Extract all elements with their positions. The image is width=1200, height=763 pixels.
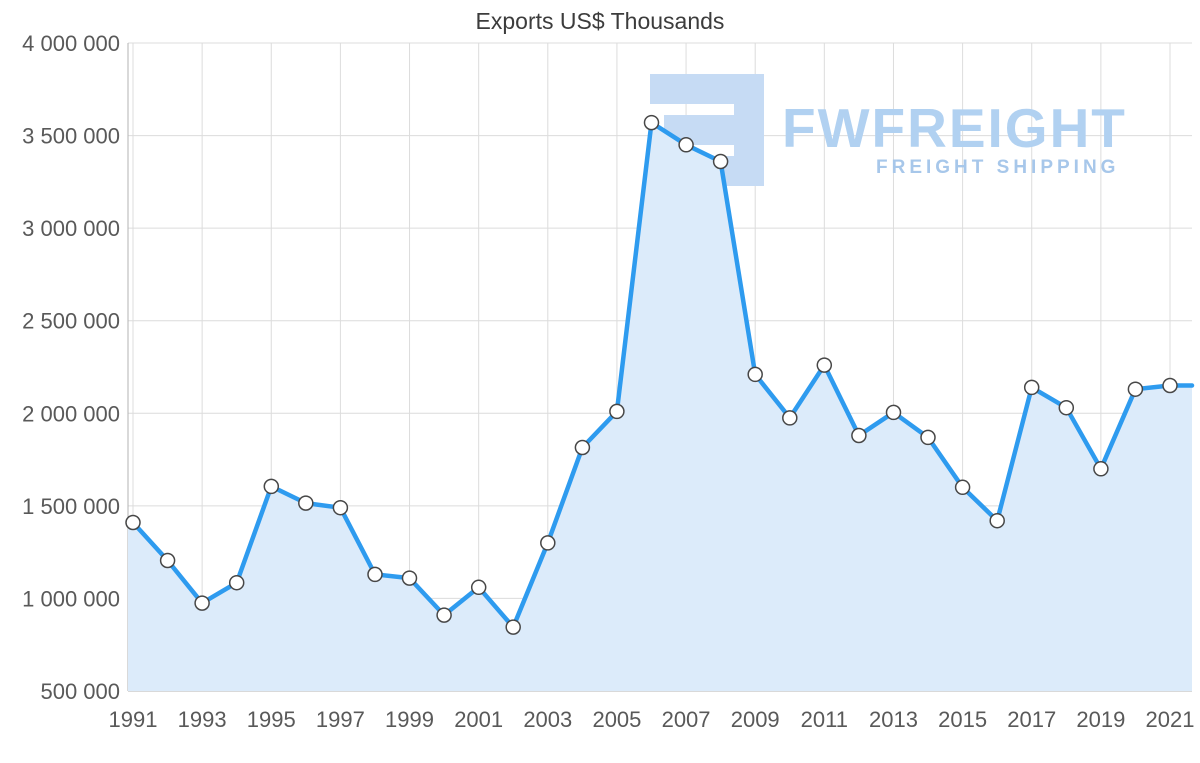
data-point-marker bbox=[228, 574, 245, 591]
y-tick-label: 3 000 000 bbox=[22, 216, 120, 241]
data-point-marker bbox=[298, 495, 314, 511]
data-point-marker bbox=[1058, 399, 1075, 416]
x-tick-label: 2015 bbox=[938, 707, 987, 732]
data-point-marker bbox=[436, 607, 452, 623]
x-tick-label: 1997 bbox=[316, 707, 365, 732]
x-tick-label: 1993 bbox=[178, 707, 227, 732]
data-point-marker bbox=[989, 512, 1005, 529]
data-point-marker bbox=[643, 114, 660, 131]
data-point-marker bbox=[1093, 461, 1109, 477]
data-point-marker bbox=[1023, 379, 1040, 396]
y-tick-label: 3 500 000 bbox=[22, 124, 120, 149]
y-tick-label: 4 000 000 bbox=[22, 31, 120, 56]
data-point-marker bbox=[609, 403, 625, 420]
x-tick-label: 2017 bbox=[1007, 707, 1056, 732]
data-point-marker bbox=[782, 410, 798, 426]
data-point-marker bbox=[920, 429, 936, 446]
x-tick-label: 2019 bbox=[1076, 707, 1125, 732]
watermark-brand: FWFREIGHT bbox=[782, 97, 1127, 159]
data-point-marker bbox=[574, 439, 591, 456]
x-tick-label: 1991 bbox=[109, 707, 158, 732]
x-tick-label: 2005 bbox=[592, 707, 641, 732]
data-point-marker bbox=[540, 535, 556, 551]
data-point-marker bbox=[470, 579, 487, 596]
data-point-marker bbox=[1162, 377, 1178, 394]
data-point-marker bbox=[332, 499, 349, 516]
data-point-marker bbox=[954, 479, 971, 496]
data-point-marker bbox=[401, 570, 418, 586]
y-tick-label: 500 000 bbox=[40, 679, 120, 704]
x-tick-label: 2011 bbox=[801, 707, 848, 732]
data-point-marker bbox=[712, 153, 729, 170]
x-tick-label: 2013 bbox=[869, 707, 918, 732]
x-tick-label: 2003 bbox=[523, 707, 572, 732]
data-point-marker bbox=[505, 619, 521, 635]
x-tick-label: 2007 bbox=[662, 707, 711, 732]
data-point-marker bbox=[885, 404, 902, 421]
data-point-marker bbox=[747, 366, 763, 383]
data-point-marker bbox=[125, 514, 141, 531]
watermark-tagline: FREIGHT SHIPPING bbox=[876, 157, 1119, 178]
watermark-logo-icon bbox=[734, 74, 764, 186]
data-point-marker bbox=[159, 552, 176, 569]
x-tick-label: 2001 bbox=[454, 707, 503, 732]
y-tick-label: 1 000 000 bbox=[22, 586, 120, 611]
x-tick-label: 2021 bbox=[1146, 707, 1195, 732]
x-tick-label: 1995 bbox=[247, 707, 296, 732]
data-point-marker bbox=[678, 137, 694, 153]
data-point-marker bbox=[263, 478, 280, 495]
data-point-marker bbox=[816, 357, 833, 373]
data-point-marker bbox=[194, 595, 210, 611]
data-point-marker bbox=[367, 566, 383, 583]
data-point-marker bbox=[1127, 381, 1144, 397]
y-tick-label: 2 500 000 bbox=[22, 309, 120, 334]
area-fill bbox=[128, 122, 1192, 692]
y-tick-label: 1 500 000 bbox=[22, 494, 120, 519]
y-tick-label: 2 000 000 bbox=[22, 401, 120, 426]
data-point-marker bbox=[851, 427, 867, 444]
x-tick-label: 2009 bbox=[731, 707, 780, 732]
x-tick-label: 1999 bbox=[385, 707, 434, 732]
chart-title: Exports US$ Thousands bbox=[475, 8, 725, 34]
